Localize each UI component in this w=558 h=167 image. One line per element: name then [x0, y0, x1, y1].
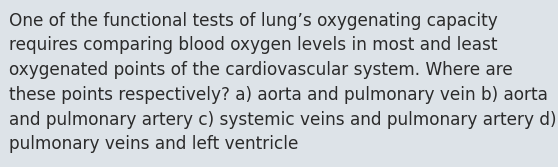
- Text: and pulmonary artery c) systemic veins and pulmonary artery d): and pulmonary artery c) systemic veins a…: [9, 111, 556, 129]
- Text: One of the functional tests of lung’s oxygenating capacity: One of the functional tests of lung’s ox…: [9, 12, 498, 30]
- Text: requires comparing blood oxygen levels in most and least: requires comparing blood oxygen levels i…: [9, 36, 497, 54]
- Text: these points respectively? a) aorta and pulmonary vein b) aorta: these points respectively? a) aorta and …: [9, 86, 548, 104]
- Text: pulmonary veins and left ventricle: pulmonary veins and left ventricle: [9, 135, 299, 153]
- Text: oxygenated points of the cardiovascular system. Where are: oxygenated points of the cardiovascular …: [9, 61, 513, 79]
